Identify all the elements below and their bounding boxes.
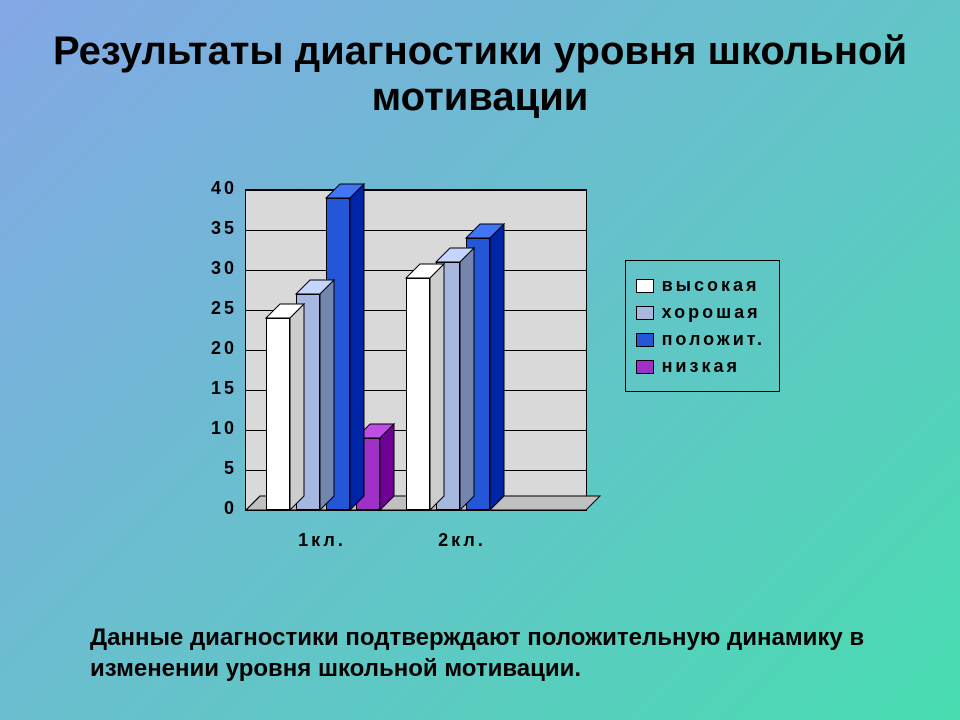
legend-label: низкая <box>662 356 740 377</box>
y-axis-tick-label: 0 <box>177 498 237 519</box>
y-axis-tick-label: 30 <box>177 258 237 279</box>
y-axis-tick-label: 20 <box>177 338 237 359</box>
y-axis-tick-label: 5 <box>177 458 237 479</box>
legend-label: положит. <box>662 329 765 350</box>
legend-swatch <box>636 306 654 320</box>
slide-footer: Данные диагностики подтверждают положите… <box>90 622 890 684</box>
bar-group <box>266 190 380 510</box>
bar <box>406 278 430 510</box>
legend-item: положит. <box>636 329 765 350</box>
x-axis-tick-label: 1кл. <box>277 530 367 551</box>
legend-item: высокая <box>636 275 765 296</box>
y-axis-tick-label: 10 <box>177 418 237 439</box>
bar-group <box>406 190 520 510</box>
legend-label: хорошая <box>662 302 761 323</box>
legend: высокая хорошая положит. низкая <box>625 260 780 392</box>
legend-item: низкая <box>636 356 765 377</box>
y-axis-tick-label: 15 <box>177 378 237 399</box>
slide-root: Результаты диагностики уровня школьной м… <box>0 0 960 720</box>
legend-swatch <box>636 279 654 293</box>
y-axis-tick-label: 35 <box>177 218 237 239</box>
y-axis-tick-label: 25 <box>177 298 237 319</box>
legend-swatch <box>636 333 654 347</box>
y-axis-tick-label: 40 <box>177 178 237 199</box>
legend-item: хорошая <box>636 302 765 323</box>
legend-label: высокая <box>662 275 760 296</box>
slide-title: Результаты диагностики уровня школьной м… <box>0 28 960 120</box>
bar <box>266 318 290 510</box>
plot-area <box>245 190 586 511</box>
legend-swatch <box>636 360 654 374</box>
chart-container: 05101520253035401кл.2кл. высокаяхорошаяп… <box>185 180 775 570</box>
x-axis-tick-label: 2кл. <box>417 530 507 551</box>
